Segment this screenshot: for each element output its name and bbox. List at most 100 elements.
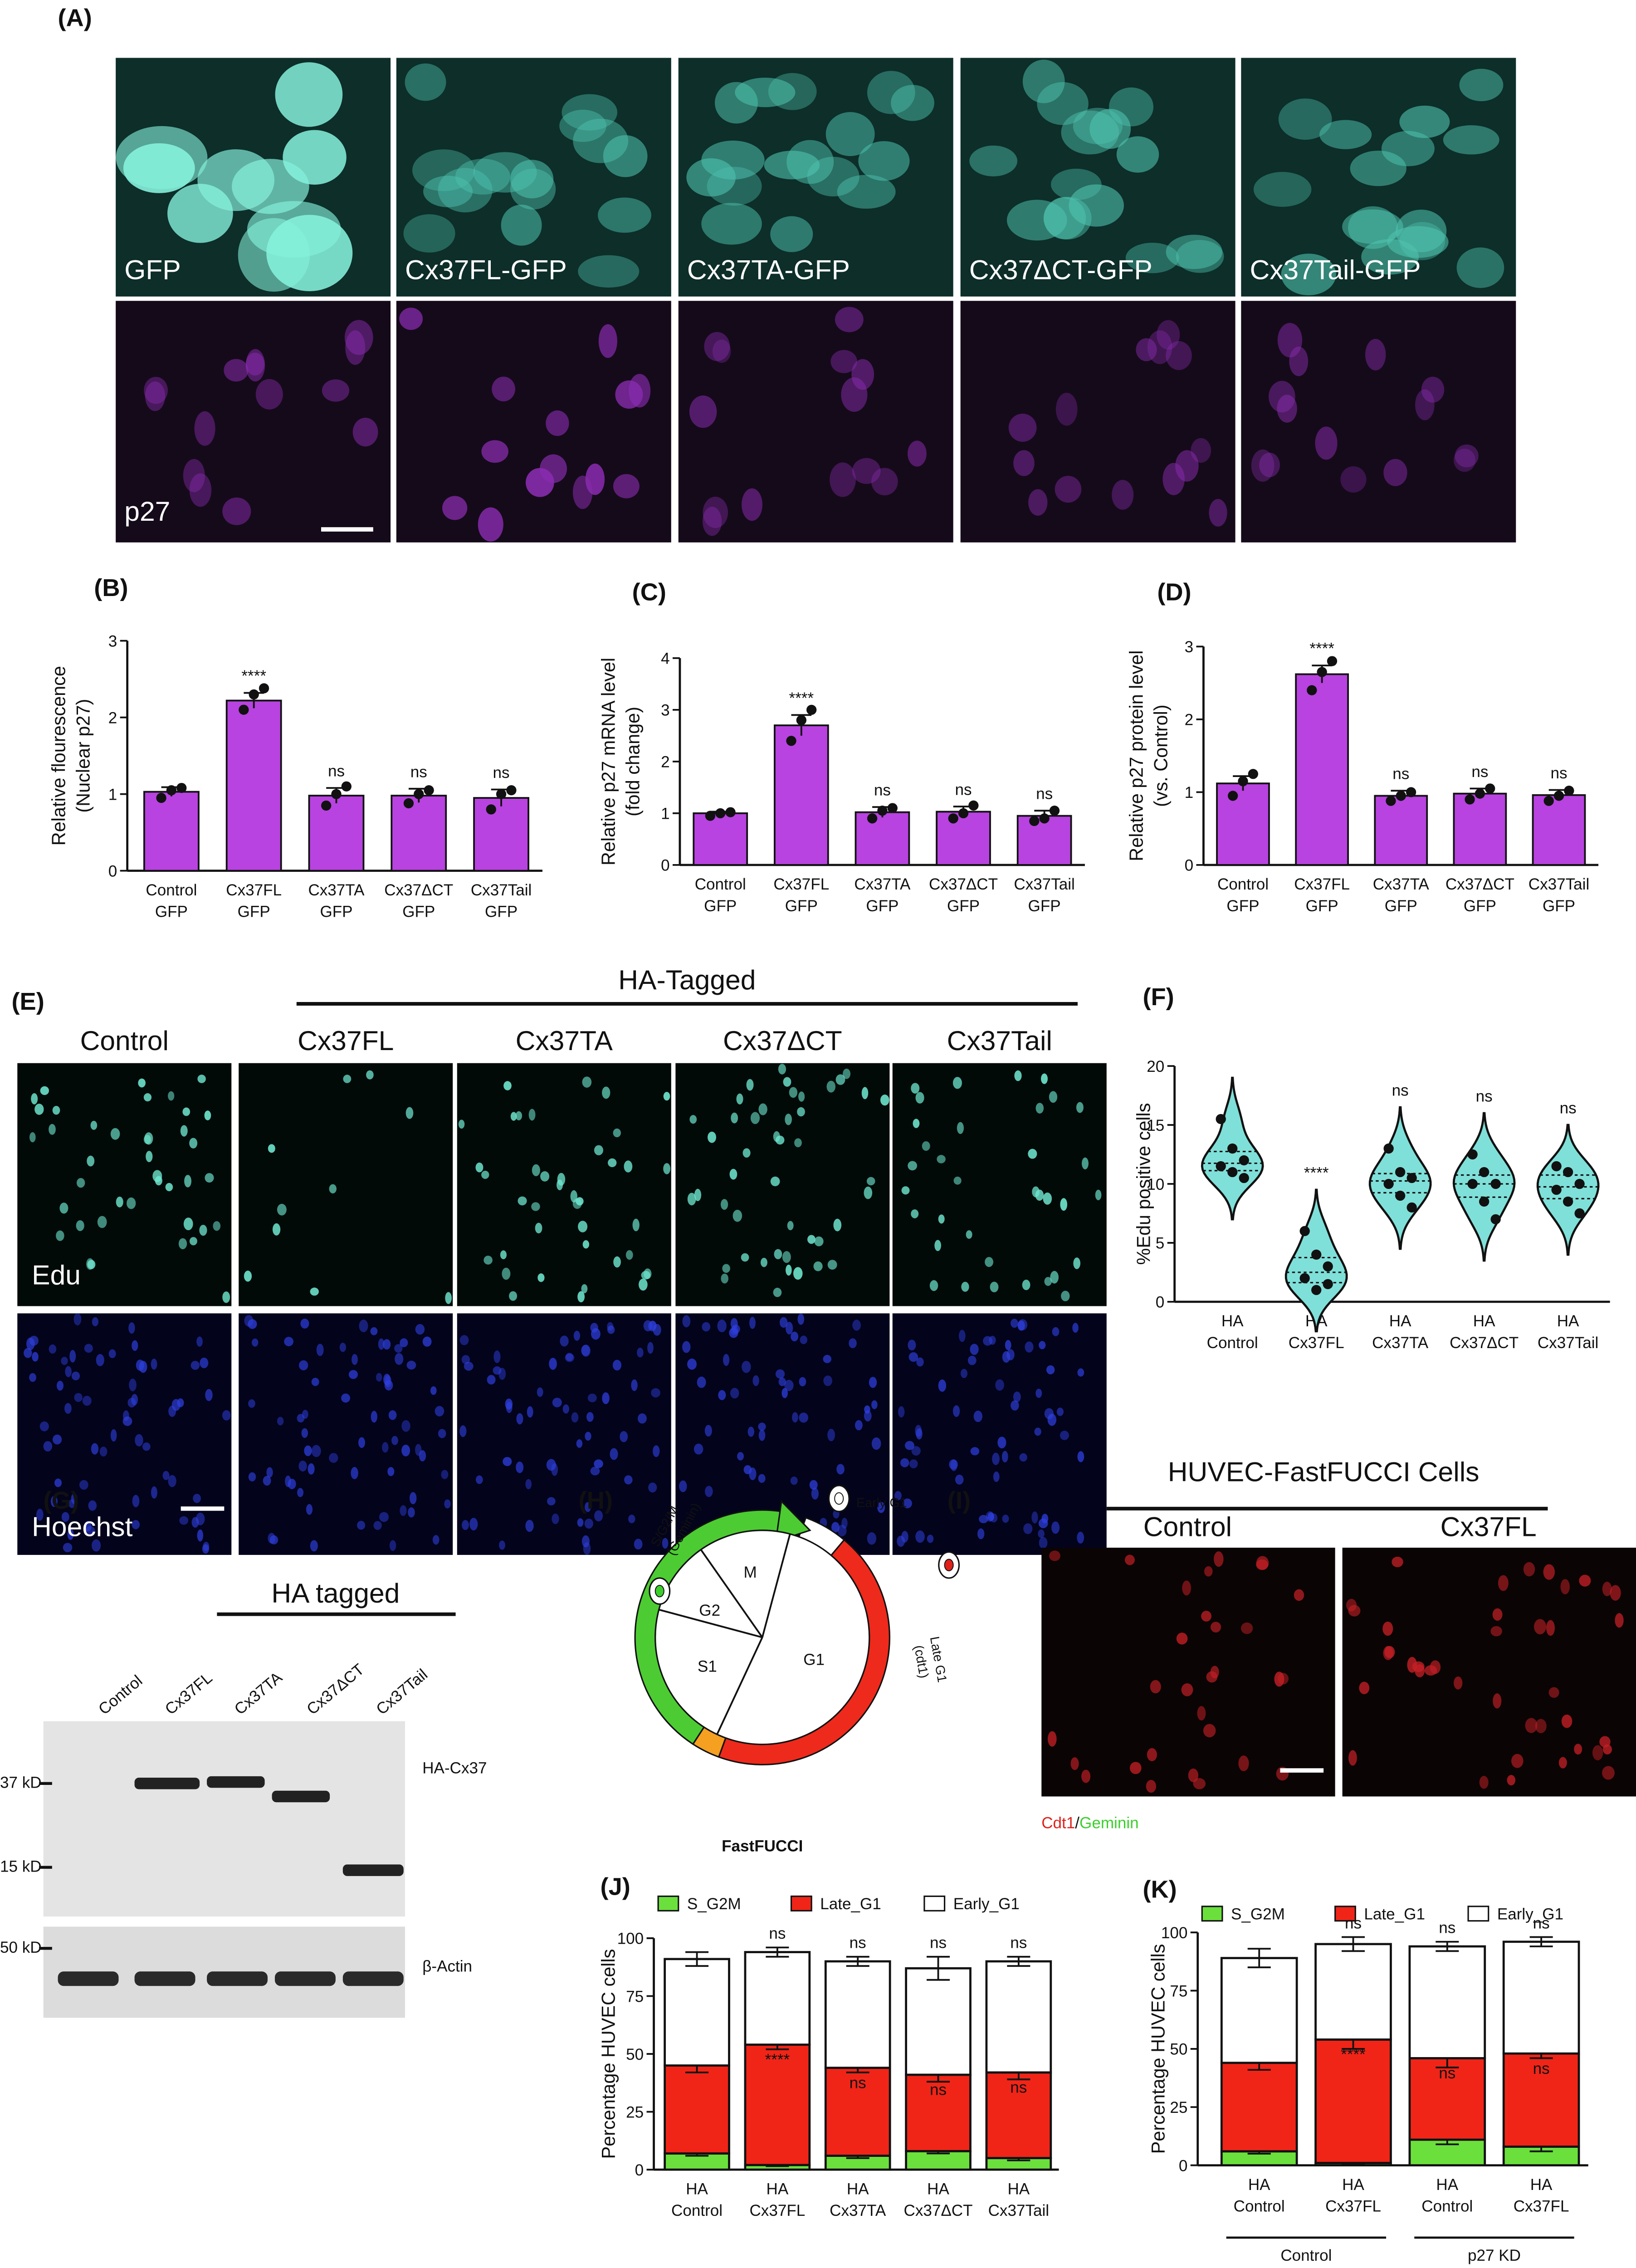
data-point [1238, 776, 1248, 787]
cell [180, 1125, 188, 1137]
data-point [259, 683, 269, 694]
cell [903, 1498, 912, 1509]
cell [31, 1093, 38, 1105]
cell [540, 1171, 550, 1182]
cell [1018, 1319, 1028, 1331]
x-tick-label: Cx37TA [1372, 1334, 1429, 1352]
data-point [1216, 1161, 1226, 1172]
cell [613, 1128, 621, 1138]
significance-label: ns [1533, 1914, 1550, 1932]
cell [302, 1410, 308, 1419]
significance-label: ns [850, 1934, 866, 1952]
cell [43, 1441, 53, 1452]
cell [394, 1344, 403, 1353]
x-tick-label: Cx37ΔCT [929, 875, 998, 893]
cell [222, 1410, 231, 1421]
cell [1459, 68, 1504, 102]
cell [455, 158, 510, 195]
legend-swatch [923, 1895, 946, 1911]
cell [794, 1138, 802, 1148]
data-point [331, 789, 342, 799]
cell [132, 1495, 140, 1507]
cell [129, 1378, 137, 1392]
cell [779, 1317, 788, 1328]
cell [1315, 426, 1338, 460]
violin [1536, 1124, 1600, 1256]
cell [1070, 1757, 1079, 1770]
cell [877, 1502, 885, 1513]
phase-divider [700, 1549, 763, 1638]
cell [518, 1196, 527, 1206]
cell [352, 417, 378, 447]
cell [742, 1361, 751, 1373]
cell [502, 1267, 511, 1280]
cell [1049, 1091, 1058, 1103]
cell [1028, 489, 1048, 516]
cell [151, 1486, 157, 1499]
cell [383, 1339, 391, 1350]
y-tick-label: 0 [1156, 1294, 1165, 1311]
cell [1277, 323, 1303, 357]
data-point [786, 736, 796, 746]
phase-label: S1 [698, 1657, 717, 1675]
data-point [1239, 1155, 1249, 1166]
x-tick-label: HA [1436, 2176, 1458, 2194]
band [58, 1971, 119, 1986]
x-tick-label: Cx37FL [226, 881, 282, 899]
cell [311, 1445, 321, 1457]
cell [168, 1475, 176, 1487]
cell [1125, 243, 1179, 274]
cell [607, 1325, 615, 1334]
cell [1008, 413, 1037, 442]
cell [1072, 1323, 1079, 1333]
cell [1076, 1102, 1084, 1113]
cell [628, 1515, 635, 1524]
cell [774, 1249, 782, 1260]
cell [1136, 338, 1157, 362]
cell [308, 1463, 315, 1475]
cell [634, 1539, 643, 1550]
cell [798, 1091, 805, 1102]
y-tick-label: 10 [1147, 1176, 1164, 1193]
bar-segment [824, 1960, 891, 2069]
cell [268, 1144, 275, 1153]
cell [858, 141, 910, 181]
cell [913, 1119, 920, 1128]
legend-label: Early_G1 [1497, 1906, 1563, 1923]
bar [143, 791, 200, 872]
cell [927, 1535, 934, 1543]
cell [764, 151, 820, 180]
cell [49, 1124, 56, 1135]
data-point [1227, 1167, 1238, 1178]
x-tick-label: Cx37FL [1294, 875, 1350, 893]
cell [594, 1510, 603, 1522]
data-point [1323, 1279, 1333, 1290]
data-point [1490, 1178, 1501, 1189]
cell [1166, 341, 1192, 370]
cell [177, 1398, 184, 1408]
y-tick-label: 25 [1170, 2099, 1187, 2116]
cell [537, 1273, 545, 1282]
cell [184, 1175, 191, 1188]
cell [689, 1115, 697, 1124]
cell [252, 1338, 259, 1347]
band [342, 1971, 404, 1986]
cell [1035, 1103, 1044, 1114]
cell [61, 1512, 69, 1522]
cell [1574, 1744, 1582, 1755]
cell [560, 1335, 569, 1347]
significance-label: ns [1392, 765, 1409, 783]
significance-label: ns [410, 763, 427, 781]
cell [1031, 1511, 1038, 1524]
cell [758, 1103, 767, 1115]
cell [937, 1155, 946, 1163]
cell [1430, 1660, 1441, 1674]
image-label: Hoechst [32, 1511, 132, 1542]
cell [1022, 1280, 1030, 1290]
cell [1166, 235, 1223, 269]
cell [663, 1163, 671, 1174]
cell [758, 1429, 766, 1441]
cell [855, 1420, 863, 1431]
micrograph [396, 301, 671, 543]
cell [581, 1344, 590, 1356]
